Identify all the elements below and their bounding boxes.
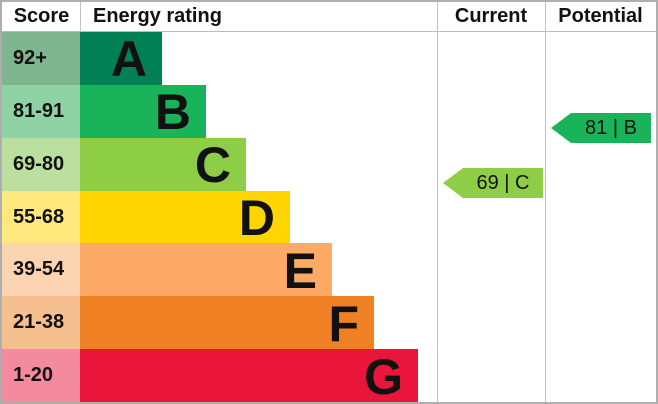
band-letter: A bbox=[110, 31, 147, 88]
band-bar: E bbox=[80, 242, 332, 299]
divider-score-column bbox=[80, 2, 81, 32]
band-score-cell: 81-91 bbox=[2, 84, 80, 138]
band-letter: F bbox=[328, 295, 359, 352]
header-current: Current bbox=[454, 5, 528, 27]
band-score-cell: 55-68 bbox=[2, 190, 80, 244]
band-letter: G bbox=[364, 348, 403, 404]
header-potential: Potential bbox=[558, 5, 643, 27]
current-arrow: 69 | C bbox=[443, 168, 543, 198]
band-score-cell: 92+ bbox=[2, 32, 80, 85]
band-bar: C bbox=[80, 137, 246, 194]
band-row: 21-38 F bbox=[2, 295, 437, 352]
band-bar: G bbox=[80, 349, 418, 402]
band-row: 1-20 G bbox=[2, 349, 437, 402]
band-bar: B bbox=[80, 84, 206, 141]
band-row: 39-54 E bbox=[2, 242, 437, 299]
divider-current-column bbox=[437, 2, 438, 402]
potential-arrow: 81 | B bbox=[551, 113, 651, 143]
band-rows: 92+ A 81-91 B 69-80 C 55-68 D 39-54 bbox=[2, 32, 437, 402]
band-score-cell: 39-54 bbox=[2, 243, 80, 297]
header-energy-rating: Energy rating bbox=[93, 5, 222, 27]
band-score-cell: 21-38 bbox=[2, 296, 80, 350]
band-score-cell: 69-80 bbox=[2, 137, 80, 191]
band-letter: C bbox=[194, 137, 231, 194]
band-letter: E bbox=[283, 242, 317, 299]
band-score-range: 55-68 bbox=[13, 205, 65, 228]
header-score: Score bbox=[13, 5, 70, 27]
band-score-range: 1-20 bbox=[13, 364, 54, 387]
current-arrow-shape bbox=[443, 168, 543, 198]
potential-arrow-label: 81 | B bbox=[585, 116, 637, 139]
band-score-range: 92+ bbox=[13, 46, 47, 69]
band-letter: B bbox=[154, 84, 191, 141]
band-letter: D bbox=[238, 190, 275, 246]
band-bar: D bbox=[80, 190, 290, 246]
band-score-range: 21-38 bbox=[13, 311, 65, 334]
band-bar: F bbox=[80, 295, 374, 352]
band-score-range: 39-54 bbox=[13, 258, 65, 281]
band-score-cell: 1-20 bbox=[2, 349, 80, 402]
band-row: 81-91 B bbox=[2, 84, 437, 141]
band-row: 69-80 C bbox=[2, 137, 437, 194]
band-score-range: 81-91 bbox=[13, 99, 65, 122]
band-row: 55-68 D bbox=[2, 190, 437, 246]
band-bar: A bbox=[80, 32, 162, 85]
current-arrow-label: 69 | C bbox=[476, 171, 530, 194]
divider-potential-column bbox=[545, 2, 546, 402]
band-row: 92+ A bbox=[2, 32, 437, 85]
band-score-range: 69-80 bbox=[13, 152, 65, 175]
potential-arrow-shape bbox=[551, 113, 651, 143]
header-row: Score Energy rating Current Potential bbox=[2, 2, 656, 32]
